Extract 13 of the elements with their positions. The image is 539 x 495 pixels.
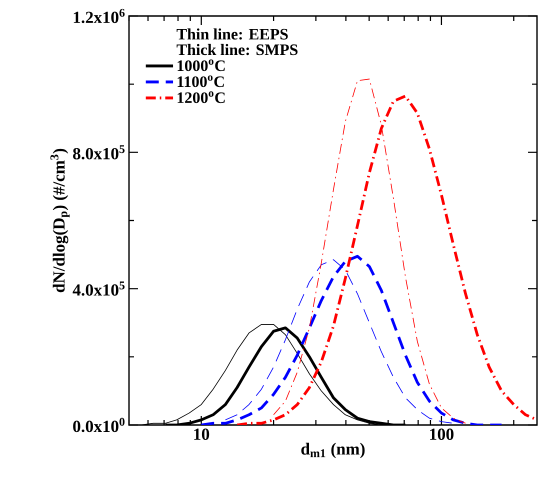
- y-tick-label: 8.0x10$^{5}$: [73, 145, 125, 160]
- x-tick-label: 100: [430, 428, 454, 440]
- legend-label: 1200$^{o}$C: [178, 91, 225, 104]
- annotation: Thin line: EEPS: [176, 28, 288, 40]
- x-tick-label: 10: [194, 428, 210, 440]
- legend-label: 1100$^{o}$C: [178, 75, 224, 88]
- y-tick-label: 1.2x10$^{6}$: [74, 8, 125, 24]
- y-tick-label: 0.0x10$^{0}$: [73, 418, 125, 432]
- annotation: Thick line: SMPS: [176, 44, 298, 56]
- legend-label: 1000$^{o}$C: [178, 59, 225, 72]
- y-tick-label: 4.0x10$^{5}$: [72, 282, 125, 296]
- y-axis-title: dN/dlog(D$_{p}$) (#/cm$^{3}$): [50, 148, 70, 292]
- x-axis-title: d$_{m1}$ (nm): [301, 442, 365, 458]
